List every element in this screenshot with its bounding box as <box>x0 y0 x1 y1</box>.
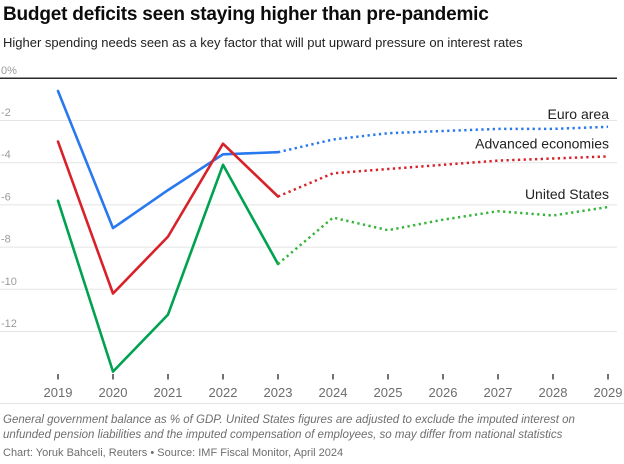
y-axis-label: -10 <box>1 276 17 288</box>
chart-svg: 0% -2 -4 -6 -8 -10 -12 2019 2020 2021 2022 2023 2024… <box>0 65 623 400</box>
x-axis-label: 2024 <box>319 385 348 400</box>
x-axis-label: 2021 <box>154 385 183 400</box>
x-axis-label: 2028 <box>539 385 568 400</box>
series-label-euro-area: Euro area <box>548 106 610 122</box>
footnote: General government balance as % of GDP. … <box>3 414 575 441</box>
credit-line: Chart: Yoruk Bahceli, Reuters • Source: … <box>3 447 344 459</box>
series-line-advanced-economies-historical <box>56 140 280 295</box>
y-axis-label: -2 <box>1 107 11 119</box>
x-axis-label: 2025 <box>374 385 403 400</box>
y-axis-label: -12 <box>1 318 17 330</box>
x-axis-label: 2023 <box>264 385 293 400</box>
chart-area: 0% -2 -4 -6 -8 -10 -12 2019 2020 2021 2022 2023 2024… <box>0 60 624 403</box>
series-line-euro-area-historical <box>56 89 280 230</box>
series-label-united-states: United States <box>525 186 609 202</box>
series-line-united-states-historical <box>56 163 280 373</box>
y-axis-label: -8 <box>1 234 11 246</box>
y-axis-label: -6 <box>1 191 11 203</box>
page-title: Budget deficits seen staying higher than… <box>3 4 489 25</box>
y-axis-label: -4 <box>1 149 11 161</box>
chart-subtitle: Higher spending needs seen as a key fact… <box>3 35 523 50</box>
y-axis-label: 0% <box>1 65 17 77</box>
x-axis-label: 2026 <box>429 385 458 400</box>
footer-divider <box>0 403 624 404</box>
x-axis-label: 2022 <box>209 385 238 400</box>
x-axis-label: 2019 <box>44 385 73 400</box>
series-label-advanced-economies: Advanced economies <box>475 135 609 151</box>
x-axis-label: 2029 <box>594 385 623 400</box>
series-line-advanced-economies-projection <box>277 155 609 198</box>
series-line-euro-area-projection <box>277 125 609 154</box>
x-axis-label: 2020 <box>99 385 128 400</box>
series-line-united-states-projection <box>277 205 609 265</box>
x-axis-label: 2027 <box>484 385 513 400</box>
